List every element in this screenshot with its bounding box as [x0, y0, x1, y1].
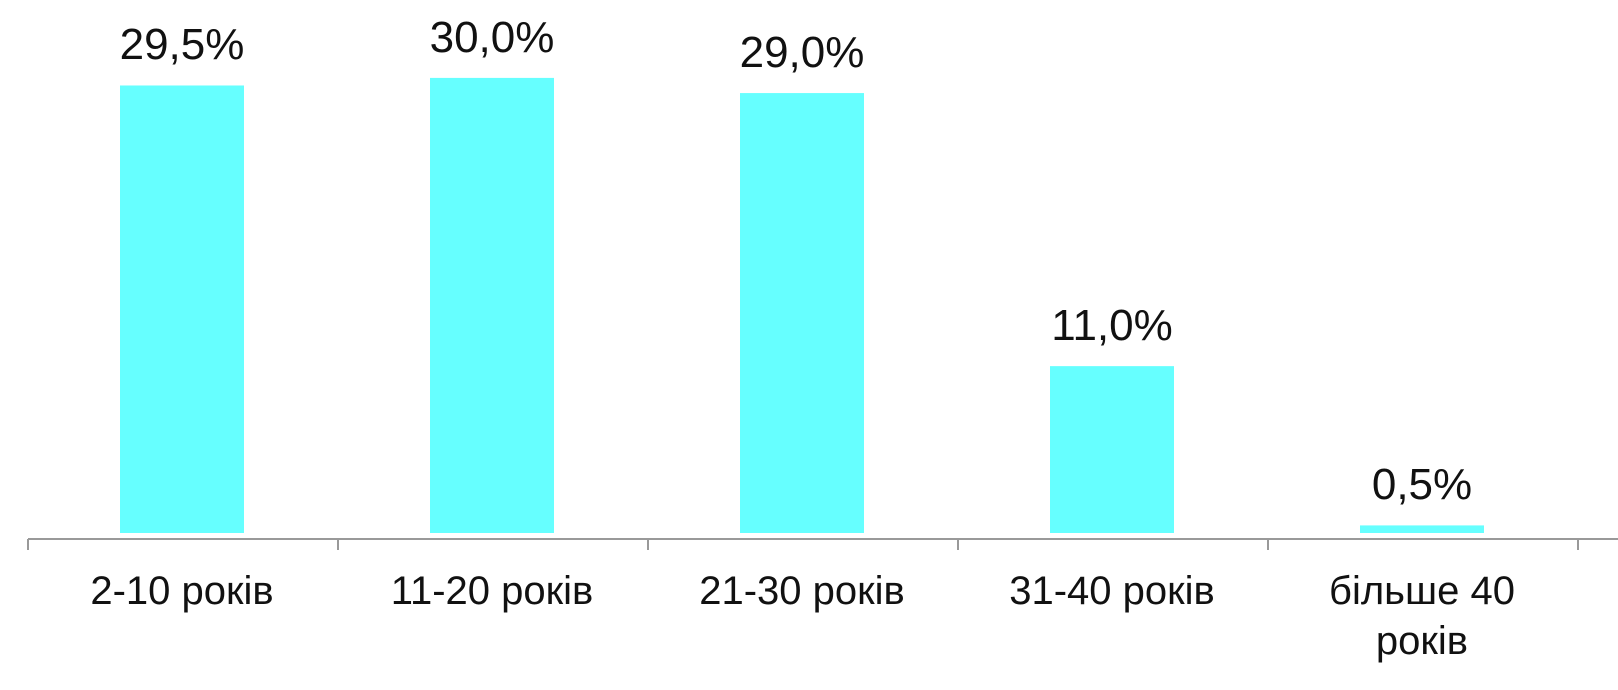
bar [740, 93, 864, 533]
value-label: 29,0% [739, 28, 865, 78]
x-tick-label: 2-10 років [90, 569, 274, 613]
x-tick-label: 31-40 років [1009, 569, 1215, 613]
x-tick-label: більше 40 років [1329, 569, 1515, 663]
bar [1050, 366, 1174, 533]
bar [430, 77, 554, 534]
value-label: 0,5% [1371, 460, 1473, 510]
value-label: 11,0% [1051, 301, 1173, 351]
bar [120, 85, 244, 534]
x-tick-label: 21-30 років [699, 569, 905, 613]
value-label: 30,0% [429, 12, 555, 62]
x-tick-label: 11-20 років [390, 569, 594, 613]
value-label: 29,5% [119, 20, 245, 70]
bar [1360, 525, 1484, 533]
